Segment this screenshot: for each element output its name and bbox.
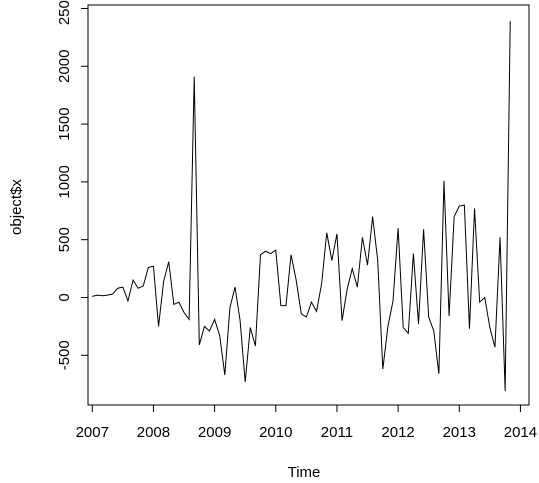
y-tick-label: 2500 [56, 0, 73, 25]
y-tick-label: 0 [56, 293, 73, 301]
y-tick-label: 2000 [56, 50, 73, 83]
y-axis-title: object$x [8, 179, 25, 235]
x-tick-label: 2009 [198, 424, 231, 441]
y-tick-label: -500 [56, 340, 73, 370]
x-tick-label: 2008 [137, 424, 170, 441]
y-tick-label: 1500 [56, 107, 73, 140]
series-line [92, 21, 511, 392]
x-axis-title: Time [288, 464, 321, 481]
series-points [92, 21, 510, 391]
y-tick-label: 1000 [56, 165, 73, 198]
x-tick-label: 2007 [76, 424, 109, 441]
y-axis: -500 0 500 1000 1500 2000 2500 [56, 0, 89, 370]
x-tick-label: 2014 [504, 424, 537, 441]
x-tick-label: 2011 [321, 424, 353, 441]
x-tick-label: 2012 [381, 424, 414, 441]
x-tick-label: 2013 [443, 424, 476, 441]
x-tick-label: 2010 [259, 424, 292, 441]
x-axis: 2007 2008 2009 2010 2011 2012 2013 2014 [76, 404, 537, 441]
y-tick-label: 500 [56, 227, 73, 252]
